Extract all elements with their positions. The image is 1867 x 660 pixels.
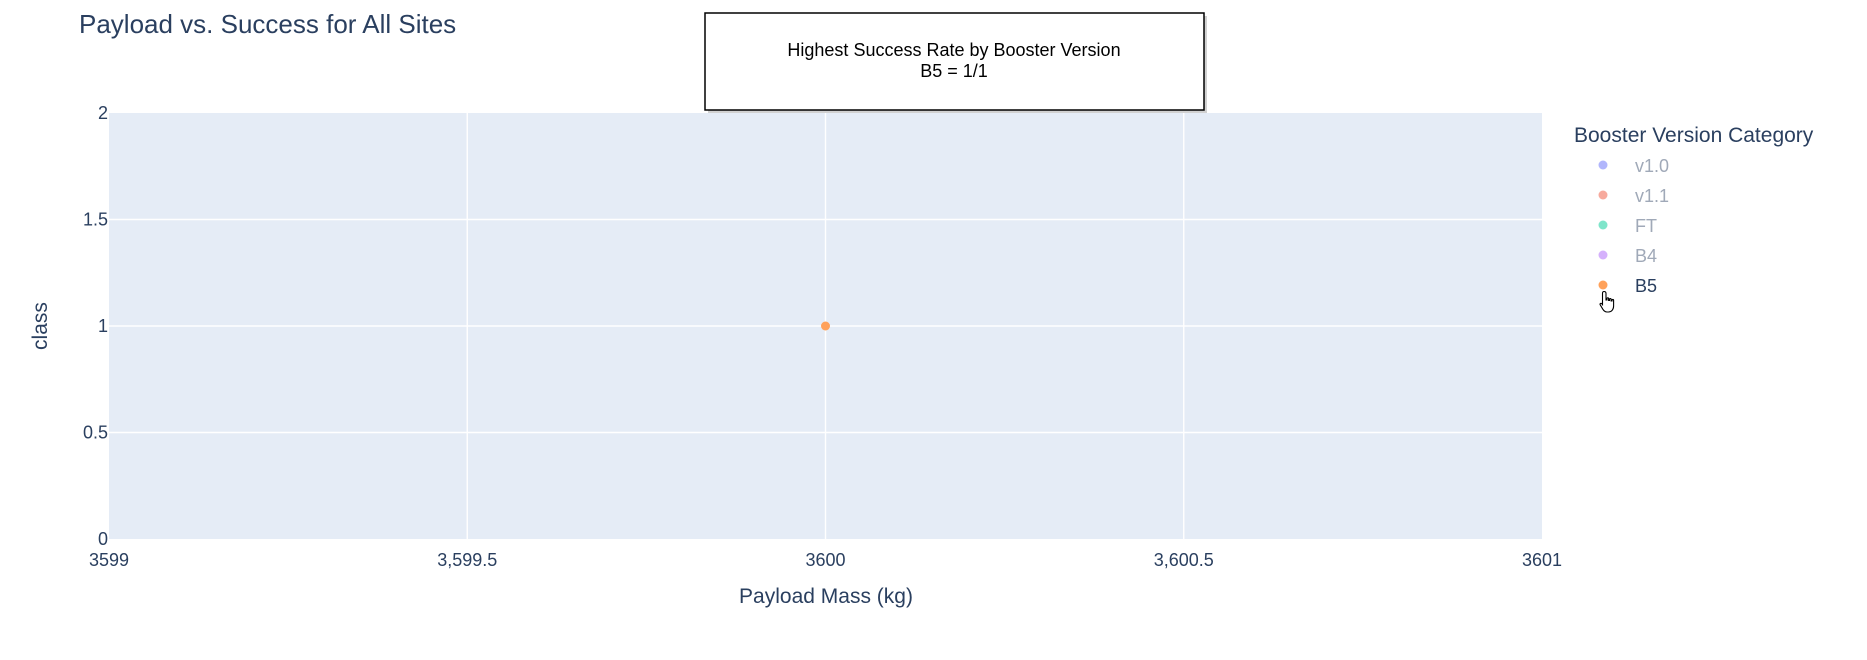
annotation-line-2: B5 = 1/1 (920, 61, 988, 81)
legend-label: v1.1 (1635, 186, 1669, 206)
x-tick-label: 3599 (89, 550, 129, 570)
y-axis-title: class (29, 302, 52, 350)
legend-item[interactable]: B5 (1598, 276, 1658, 296)
legend-item[interactable]: B4 (1598, 246, 1658, 266)
y-tick-label: 1.5 (83, 210, 108, 230)
legend: v1.0 v1.1 FT B4 B5 (1598, 156, 1670, 296)
legend-item[interactable]: v1.0 (1598, 156, 1670, 176)
y-tick-label: 0.5 (83, 423, 108, 443)
data-point[interactable] (821, 321, 830, 331)
legend-marker (1598, 220, 1608, 230)
x-axis-ticks: 3599 3,599.5 3600 3,600.5 3601 (89, 550, 1562, 570)
annotation-line-1: Highest Success Rate by Booster Version (787, 40, 1120, 60)
x-tick-label: 3,599.5 (437, 550, 497, 570)
y-tick-label: 2 (98, 103, 108, 123)
legend-title: Booster Version Category (1574, 124, 1814, 147)
data-points (821, 321, 830, 331)
x-axis-title: Payload Mass (kg) (739, 585, 913, 608)
chart-title: Payload vs. Success for All Sites (79, 9, 456, 39)
y-tick-label: 1 (98, 316, 108, 336)
legend-label: v1.0 (1635, 156, 1669, 176)
annotation-box: Highest Success Rate by Booster Version … (704, 12, 1207, 113)
legend-label: B4 (1635, 246, 1657, 266)
x-tick-label: 3601 (1522, 550, 1562, 570)
y-tick-label: 0 (98, 529, 108, 549)
x-tick-label: 3600 (805, 550, 845, 570)
legend-marker (1598, 160, 1608, 170)
legend-marker (1598, 250, 1608, 260)
legend-label: B5 (1635, 276, 1657, 296)
legend-marker (1598, 190, 1608, 200)
legend-item[interactable]: FT (1598, 216, 1658, 236)
y-axis-ticks: 0 0.5 1 1.5 2 (83, 103, 108, 549)
hand-cursor-icon (1599, 290, 1615, 313)
legend-marker (1598, 280, 1608, 290)
x-tick-label: 3,600.5 (1154, 550, 1214, 570)
legend-item[interactable]: v1.1 (1598, 186, 1670, 206)
legend-label: FT (1635, 216, 1657, 236)
